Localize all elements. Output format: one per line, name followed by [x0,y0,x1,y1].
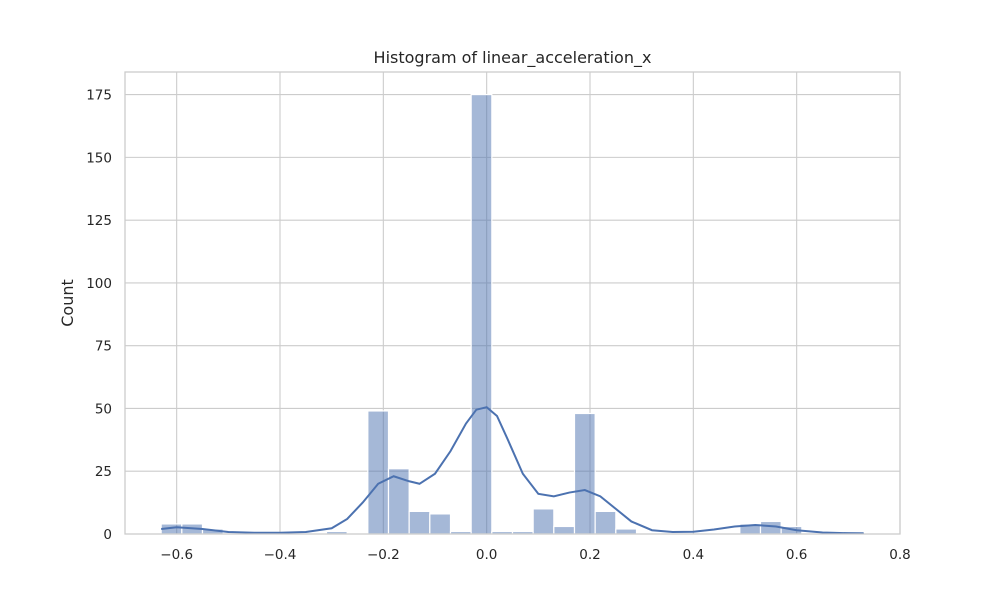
y-tick-label: 75 [95,339,112,355]
x-tick-label: −0.6 [160,547,193,563]
histogram-bar [429,513,452,535]
histogram-bar [470,93,493,535]
x-tick-label: 0.2 [579,547,600,563]
y-axis-title: Count [58,279,77,327]
y-tick-label: 175 [86,88,112,104]
x-axis-ticks: −0.6 −0.4 −0.2 0.0 0.2 0.4 0.6 0.8 [160,547,910,563]
histogram-bar [615,528,638,535]
grid-lines [125,72,901,535]
chart-title: Histogram of linear_acceleration_x [374,48,652,68]
y-axis-ticks: 0 25 50 75 100 125 150 175 [86,88,112,543]
y-tick-label: 25 [95,464,112,480]
histogram-bars [160,93,865,535]
histogram-bar [408,510,431,535]
histogram-bar [532,508,555,535]
y-tick-label: 125 [86,213,112,229]
x-tick-label: 0.0 [476,547,497,563]
x-tick-label: 0.4 [683,547,704,563]
histogram-bar [367,410,390,535]
y-tick-label: 0 [103,527,112,543]
x-tick-label: −0.4 [264,547,297,563]
plot-frame [124,71,901,535]
y-tick-label: 150 [86,150,112,166]
x-tick-label: 0.6 [786,547,807,563]
x-tick-label: −0.2 [367,547,400,563]
y-tick-label: 100 [86,276,112,292]
kde-curve [161,406,864,535]
x-tick-label: 0.8 [889,547,910,563]
histogram-bar [553,525,576,535]
histogram-bar [573,412,596,535]
histogram-bar [594,510,617,535]
y-tick-label: 50 [95,401,112,417]
